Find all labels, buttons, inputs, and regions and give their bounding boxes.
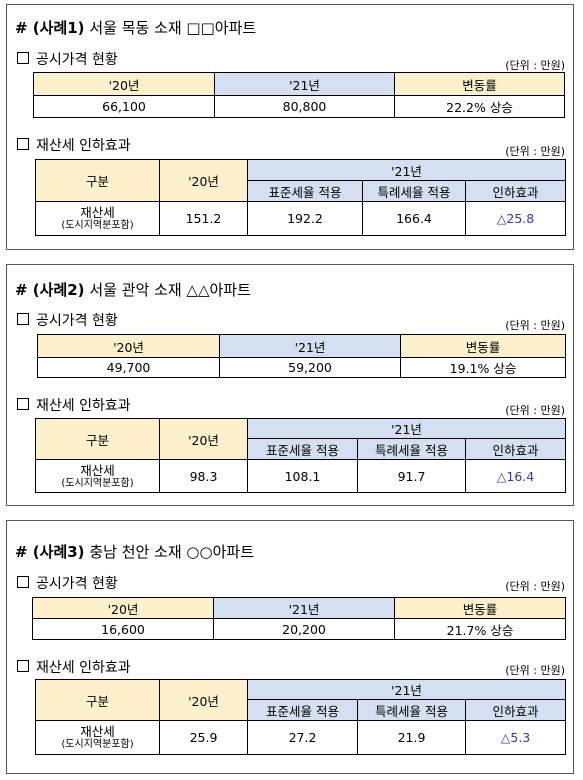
price-header-21: '21년 bbox=[214, 72, 395, 96]
tax-row-sublabel: (도시지역분포함) bbox=[61, 220, 134, 231]
price-header-change: 변동률 bbox=[394, 72, 565, 96]
tax-row-sublabel: (도시지역분포함) bbox=[61, 477, 134, 489]
tax-value-20: 151.2 bbox=[159, 201, 248, 236]
section-label: 재산세 인하효과 bbox=[36, 660, 131, 676]
case-1-price-table: '20년 '21년 변동률 66,100 80,800 22.2% 상승 bbox=[33, 72, 565, 118]
tax-value-20: 25.9 bbox=[159, 720, 248, 755]
tax-head-standard: 표준세율 적용 bbox=[247, 438, 358, 460]
tax-head-21: '21년 bbox=[246, 679, 567, 700]
checkbox-square-icon bbox=[17, 138, 29, 150]
case-2-name: 서울 관악 소재 △△아파트 bbox=[89, 281, 251, 299]
case-1-tax-table: 구분 '20년 '21년 표준세율 적용 특례세율 적용 인하효과 재산세 (도… bbox=[35, 159, 567, 236]
tax-row-name: 재산세 bbox=[80, 724, 115, 739]
tax-value-standard: 27.2 bbox=[247, 720, 358, 755]
section-label: 공시가격 현황 bbox=[36, 576, 118, 592]
tax-value-standard: 192.2 bbox=[247, 201, 363, 236]
checkbox-square-icon bbox=[17, 398, 29, 410]
tax-value-standard: 108.1 bbox=[247, 459, 358, 493]
price-header-20: '20년 bbox=[32, 597, 214, 619]
tax-head-reduction: 인하효과 bbox=[464, 699, 567, 721]
case-1-title: # (사례1) 서울 목동 소재 □□아파트 bbox=[15, 17, 256, 38]
tax-head-20: '20년 bbox=[159, 159, 248, 202]
section-label: 공시가격 현황 bbox=[36, 313, 118, 329]
tax-head-special: 특례세율 적용 bbox=[357, 699, 466, 721]
section-label: 재산세 인하효과 bbox=[36, 398, 131, 414]
case-3-price-section: 공시가격 현황 bbox=[17, 573, 118, 593]
checkbox-square-icon bbox=[17, 576, 29, 588]
tax-head-21: '21년 bbox=[246, 159, 567, 181]
price-header-21: '21년 bbox=[213, 597, 395, 619]
price-header-20: '20년 bbox=[37, 334, 220, 358]
price-header-20: '20년 bbox=[33, 72, 215, 96]
price-value-change: 21.7% 상승 bbox=[394, 618, 566, 640]
tax-head-special: 특례세율 적용 bbox=[357, 438, 466, 460]
tax-head-standard: 표준세율 적용 bbox=[247, 180, 363, 202]
tax-head-reduction: 인하효과 bbox=[464, 438, 567, 460]
tax-value-special: 21.9 bbox=[357, 720, 466, 755]
case-2-tax-section: 재산세 인하효과 bbox=[17, 395, 131, 415]
case-3-tag: # (사례3) bbox=[15, 543, 85, 561]
tax-value-reduction: △5.3 bbox=[464, 720, 567, 755]
price-value-20: 49,700 bbox=[37, 357, 220, 378]
price-value-20: 66,100 bbox=[33, 95, 215, 118]
case-2-price-unit: (단위 : 만원) bbox=[505, 319, 565, 332]
case-3-box: # (사례3) 충남 천안 소재 ○○아파트 공시가격 현황 (단위 : 만원)… bbox=[6, 520, 574, 774]
tax-head-category: 구분 bbox=[35, 159, 160, 202]
case-2-title: # (사례2) 서울 관악 소재 △△아파트 bbox=[15, 279, 251, 300]
tax-head-special: 특례세율 적용 bbox=[362, 180, 466, 202]
tax-head-20: '20년 bbox=[159, 418, 248, 460]
section-label: 재산세 인하효과 bbox=[36, 138, 131, 154]
price-header-change: 변동률 bbox=[394, 597, 566, 619]
tax-row-label: 재산세 (도시지역분포함) bbox=[35, 459, 160, 493]
price-value-21: 59,200 bbox=[219, 357, 401, 378]
case-3-tax-unit: (단위 : 만원) bbox=[505, 664, 565, 677]
price-value-21: 80,800 bbox=[214, 95, 395, 118]
tax-value-reduction: △25.8 bbox=[464, 201, 567, 236]
case-3-price-unit: (단위 : 만원) bbox=[505, 580, 565, 593]
case-3-price-table: '20년 '21년 변동률 16,600 20,200 21.7% 상승 bbox=[32, 597, 566, 640]
case-1-box: # (사례1) 서울 목동 소재 □□아파트 공시가격 현황 (단위 : 만원)… bbox=[6, 4, 574, 250]
tax-head-category: 구분 bbox=[35, 679, 160, 721]
section-label: 공시가격 현황 bbox=[36, 52, 118, 68]
price-value-change: 22.2% 상승 bbox=[394, 95, 565, 118]
case-1-tax-unit: (단위 : 만원) bbox=[505, 145, 565, 158]
tax-value-special: 91.7 bbox=[357, 459, 466, 493]
case-2-tag: # (사례2) bbox=[15, 281, 85, 299]
case-3-tax-section: 재산세 인하효과 bbox=[17, 657, 131, 677]
price-header-21: '21년 bbox=[219, 334, 401, 358]
tax-head-20: '20년 bbox=[159, 679, 248, 721]
case-2-tax-unit: (단위 : 만원) bbox=[505, 404, 565, 417]
tax-head-reduction: 인하효과 bbox=[464, 180, 567, 202]
tax-row-name: 재산세 bbox=[80, 462, 115, 478]
tax-value-reduction: △16.4 bbox=[464, 459, 567, 493]
price-header-change: 변동률 bbox=[400, 334, 566, 358]
price-value-21: 20,200 bbox=[213, 618, 395, 640]
tax-value-20: 98.3 bbox=[159, 459, 248, 493]
tax-head-21: '21년 bbox=[246, 418, 567, 439]
checkbox-square-icon bbox=[17, 52, 29, 64]
case-1-name: 서울 목동 소재 □□아파트 bbox=[89, 19, 257, 37]
case-2-tax-table: 구분 '20년 '21년 표준세율 적용 특례세율 적용 인하효과 재산세 (도… bbox=[35, 418, 567, 493]
case-1-price-unit: (단위 : 만원) bbox=[505, 59, 565, 72]
case-1-tax-section: 재산세 인하효과 bbox=[17, 135, 131, 155]
checkbox-square-icon bbox=[17, 660, 29, 672]
case-1-price-section: 공시가격 현황 bbox=[17, 49, 118, 69]
tax-head-category: 구분 bbox=[35, 418, 160, 460]
tax-row-label: 재산세 (도시지역분포함) bbox=[35, 720, 160, 755]
case-3-tax-table: 구분 '20년 '21년 표준세율 적용 특례세율 적용 인하효과 재산세 (도… bbox=[35, 679, 567, 755]
case-2-price-table: '20년 '21년 변동률 49,700 59,200 19.1% 상승 bbox=[37, 334, 566, 378]
tax-row-name: 재산세 bbox=[80, 205, 115, 220]
price-value-change: 19.1% 상승 bbox=[400, 357, 566, 378]
price-value-20: 16,600 bbox=[32, 618, 214, 640]
tax-row-sublabel: (도시지역분포함) bbox=[61, 739, 134, 750]
tax-value-special: 166.4 bbox=[362, 201, 466, 236]
case-2-box: # (사례2) 서울 관악 소재 △△아파트 공시가격 현황 (단위 : 만원)… bbox=[6, 264, 574, 506]
case-2-price-section: 공시가격 현황 bbox=[17, 310, 118, 330]
case-1-tag: # (사례1) bbox=[15, 19, 85, 37]
tax-row-label: 재산세 (도시지역분포함) bbox=[35, 201, 160, 236]
tax-head-standard: 표준세율 적용 bbox=[247, 699, 358, 721]
case-3-title: # (사례3) 충남 천안 소재 ○○아파트 bbox=[15, 541, 254, 562]
case-3-name: 충남 천안 소재 ○○아파트 bbox=[89, 543, 255, 561]
checkbox-square-icon bbox=[17, 313, 29, 325]
